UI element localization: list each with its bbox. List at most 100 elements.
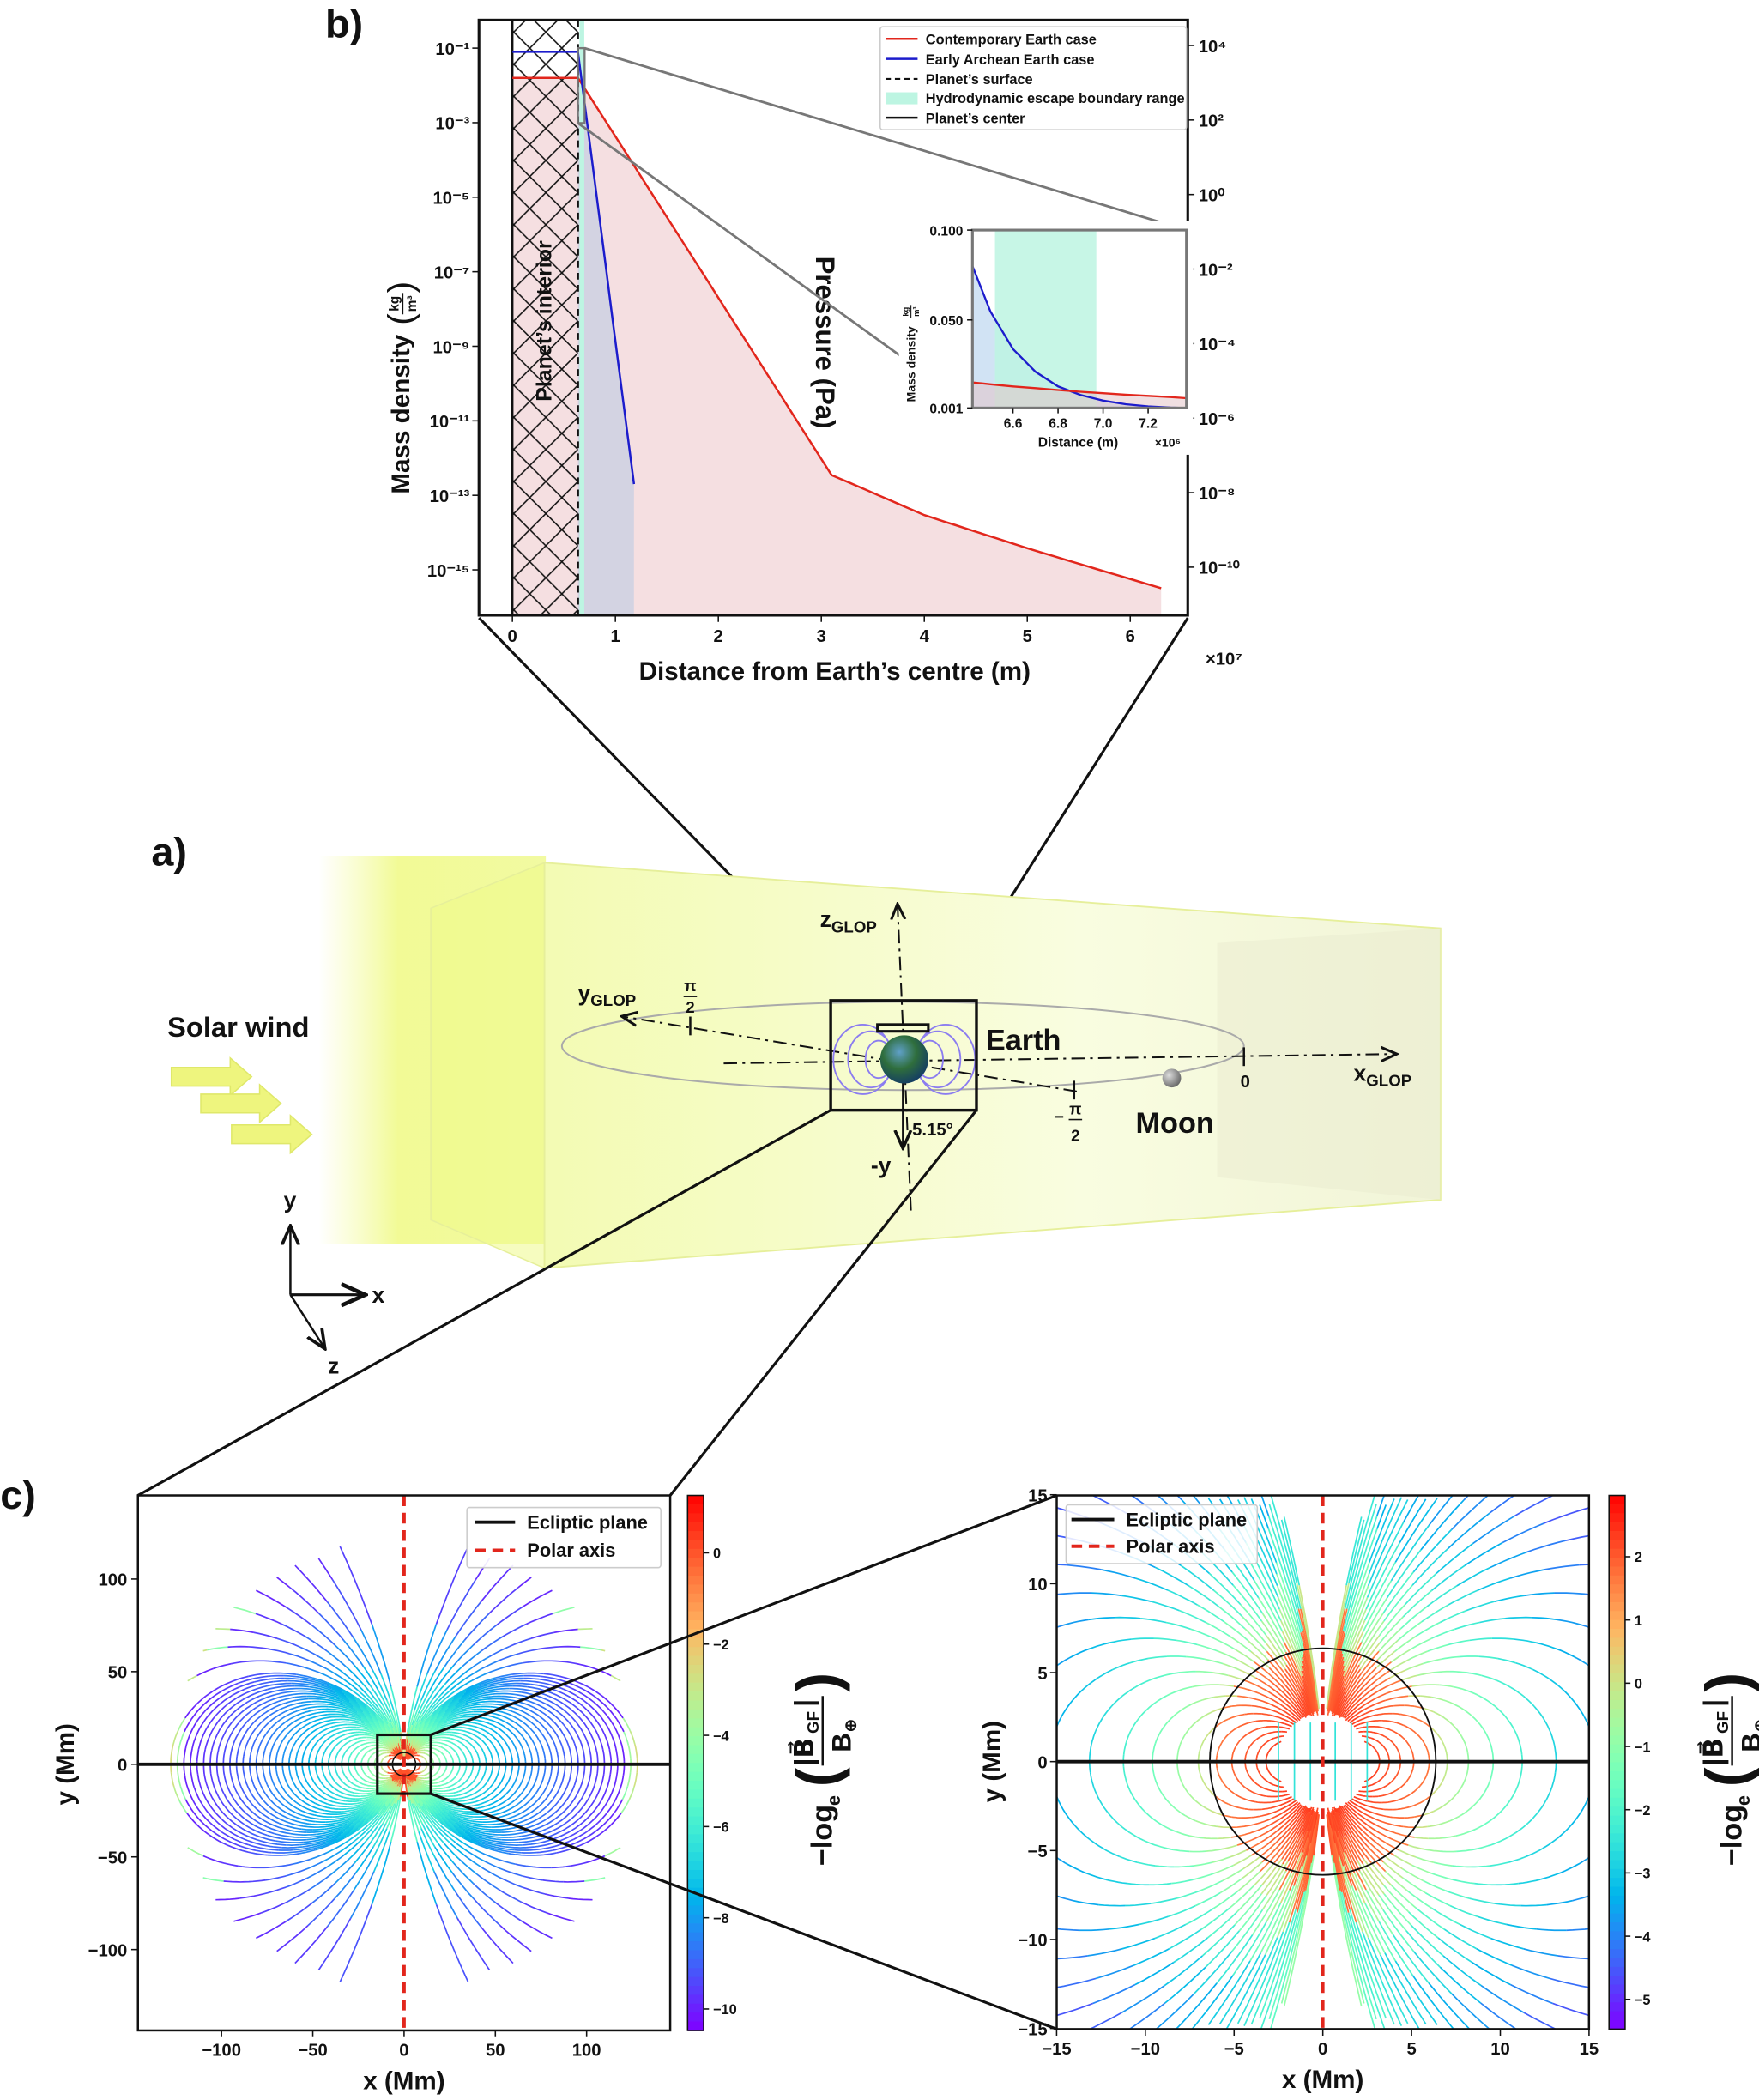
streamline [490, 1839, 505, 1843]
streamline [249, 1685, 263, 1692]
streamline [343, 1749, 348, 1754]
streamline [420, 1670, 437, 1701]
streamline [1508, 1720, 1516, 1732]
streamline [1374, 1699, 1386, 1705]
legend: Ecliptic plane Polar axis [466, 1506, 662, 1569]
streamline [1326, 1585, 1347, 1710]
legend: Ecliptic plane Polar axis [1065, 1504, 1259, 1564]
streamline [417, 1802, 427, 1817]
inset-unit-denominator: m³ [912, 306, 921, 316]
streamline [1400, 1713, 1410, 1717]
streamline [333, 1718, 342, 1721]
streamline [409, 1755, 413, 1758]
streamline [586, 1741, 591, 1753]
x-axis-label: x (Mm) [1282, 2066, 1363, 2094]
streamline [1361, 1735, 1367, 1738]
streamline [1375, 1650, 1396, 1669]
streamline [462, 1690, 475, 1698]
colorbar-segment [687, 1584, 704, 1595]
colorbar-segment [687, 1566, 704, 1577]
streamline [1164, 1955, 1203, 1987]
streamline [1375, 1677, 1391, 1688]
streamline [1292, 1706, 1303, 1718]
streamline [492, 1703, 504, 1706]
streamline [1436, 1542, 1474, 1575]
streamline [1360, 1659, 1379, 1680]
streamline [1233, 1685, 1248, 1691]
streamline [577, 1662, 595, 1670]
streamline [1066, 1564, 1102, 1570]
streamline [1181, 1704, 1193, 1711]
streamline [1133, 1947, 1170, 1966]
streamline [1112, 1661, 1130, 1671]
inset-frame [970, 228, 1188, 409]
streamline [208, 1714, 217, 1726]
streamline [291, 1810, 301, 1816]
streamline [326, 1855, 345, 1868]
streamline [1268, 1504, 1300, 1609]
streamline [184, 1734, 190, 1749]
streamline [1343, 1642, 1363, 1682]
streamline [491, 1825, 504, 1828]
unit-denominator: m³ [405, 295, 420, 312]
streamline [290, 1718, 299, 1725]
streamline [303, 1666, 321, 1674]
streamline [1557, 1619, 1583, 1626]
streamline [1437, 1937, 1473, 1964]
streamline [385, 1782, 390, 1785]
streamline [1370, 1861, 1393, 1886]
colorbar-segment [1609, 1895, 1625, 1906]
colorbar-segment [1609, 1815, 1625, 1825]
streamline [416, 1624, 438, 1687]
streamline [1271, 1720, 1278, 1723]
streamline [553, 1823, 565, 1831]
streamline [252, 1841, 268, 1847]
streamline [1229, 1849, 1248, 1858]
streamline [500, 1877, 523, 1888]
streamline [443, 1754, 446, 1758]
streamline [471, 1728, 478, 1733]
streamline [453, 1806, 462, 1810]
streamline [488, 1831, 502, 1833]
streamline [511, 1672, 528, 1676]
streamline [407, 1796, 419, 1843]
streamline [255, 1729, 263, 1740]
colorbar-tick-label: −4 [1635, 1929, 1652, 1945]
colorbar-segment [1609, 1619, 1625, 1630]
streamline [463, 1855, 482, 1868]
streamline [533, 1743, 538, 1752]
streamline [1178, 1685, 1193, 1691]
streamline [1363, 1858, 1385, 1886]
streamline [1164, 1966, 1206, 2004]
streamline [1302, 1806, 1315, 1837]
neg-y-label: -y [871, 1153, 892, 1178]
streamline [386, 1797, 396, 1813]
streamline [263, 1672, 281, 1675]
streamline [474, 1719, 483, 1722]
streamline [353, 1706, 364, 1713]
streamline [538, 1811, 549, 1819]
streamline [628, 1786, 635, 1801]
streamline [1333, 1830, 1353, 1886]
streamline [383, 1722, 391, 1732]
streamline [1367, 1825, 1381, 1834]
streamline [559, 1660, 577, 1665]
streamline [177, 1717, 186, 1732]
streamline [1271, 1744, 1275, 1748]
streamline [432, 1766, 434, 1770]
streamline [1364, 1818, 1377, 1826]
streamline [277, 1806, 287, 1814]
y2-tick-label: 10² [1199, 112, 1224, 131]
streamline [560, 1714, 571, 1724]
streamline [1270, 1692, 1283, 1702]
streamline [563, 1794, 571, 1805]
streamline [1433, 1710, 1442, 1717]
streamline [372, 1778, 376, 1782]
streamline [321, 1790, 328, 1796]
streamline [1122, 1742, 1127, 1755]
streamline [1200, 1907, 1230, 1930]
streamline [368, 1749, 372, 1752]
streamline [447, 1740, 452, 1744]
streamline [310, 1728, 317, 1734]
streamline [426, 1776, 430, 1779]
